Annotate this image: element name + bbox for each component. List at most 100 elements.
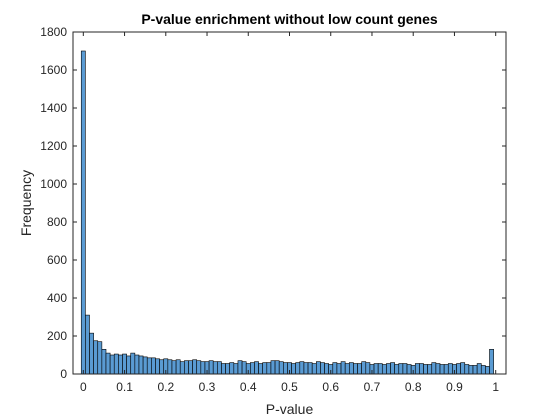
histogram-bar (217, 361, 222, 375)
histogram-bar (353, 363, 358, 375)
x-tick-label: 1 (492, 380, 499, 394)
histogram-bar (262, 362, 268, 375)
histogram-bar (419, 363, 424, 375)
histogram-bar (357, 363, 362, 375)
histogram-bar (320, 362, 325, 375)
histogram-bar (258, 363, 263, 375)
histogram-bar (340, 361, 346, 375)
histogram-bar (179, 361, 185, 375)
plot-area (73, 32, 506, 374)
x-tick-label: 0 (80, 380, 87, 394)
histogram-bar (295, 362, 301, 375)
histogram-bar (431, 362, 437, 375)
histogram-bar (464, 364, 470, 375)
histogram-bar (283, 362, 288, 375)
x-tick-label: 0.2 (157, 380, 174, 394)
x-tick-label: 0.9 (446, 380, 463, 394)
histogram-bar (192, 359, 198, 375)
histogram-bar (254, 361, 259, 375)
y-tick-label: 1000 (40, 177, 67, 191)
histogram-bar (361, 361, 367, 375)
histogram-bar (307, 362, 313, 375)
y-tick-label: 0 (60, 367, 67, 381)
ticks: 0 0.1 0.2 0.3 0.4 0.5 0.6 0.7 0.8 0.9 1 0 200 400 600 8… (40, 25, 506, 394)
histogram-bar (456, 363, 461, 375)
histogram-bar (447, 363, 453, 375)
histogram-bar (278, 361, 284, 375)
histogram-bar (381, 364, 387, 375)
histogram-bar (130, 352, 136, 375)
y-tick-label: 600 (47, 253, 67, 267)
histogram-bar (485, 366, 490, 375)
y-axis-label: Frequency (18, 170, 34, 236)
histogram-bar (134, 354, 140, 375)
histogram-bar (241, 361, 247, 375)
histogram-bar (476, 363, 482, 375)
histogram-bar (377, 363, 383, 375)
histogram-bar (175, 359, 181, 375)
histogram-bar (250, 362, 255, 375)
histogram-bar (402, 363, 408, 375)
histogram-bar (89, 332, 94, 375)
histogram-bar (171, 360, 177, 375)
histogram-bar (468, 365, 474, 375)
histogram-bar (97, 341, 103, 375)
chart-title: P-value enrichment without low count gen… (141, 11, 438, 27)
y-tick-label: 400 (47, 291, 67, 305)
histogram-bar (311, 363, 317, 375)
histogram-bar (373, 363, 379, 375)
y-tick-label: 200 (47, 329, 67, 343)
x-tick-label: 0.1 (116, 380, 133, 394)
y-tick-label: 1400 (40, 101, 67, 115)
histogram-bar (118, 354, 123, 375)
y-tick-label: 800 (47, 215, 67, 229)
y-tick-label: 1600 (40, 63, 67, 77)
histogram-bar (80, 50, 86, 375)
histogram-bar (188, 360, 193, 375)
x-tick-label: 0.7 (364, 380, 381, 394)
histogram-bar (225, 363, 231, 375)
x-tick-label: 0.3 (199, 380, 216, 394)
histogram-bar (146, 357, 152, 375)
y-tick-label: 1200 (40, 139, 67, 153)
x-tick-label: 0.5 (281, 380, 298, 394)
histogram-bar (348, 362, 354, 375)
histogram-bar (151, 357, 156, 375)
histogram-bar (196, 360, 202, 375)
histogram-bar (390, 362, 395, 375)
histogram-bar (332, 362, 338, 375)
histogram-bar (221, 363, 226, 375)
histogram-bar (101, 348, 107, 375)
histogram-bar (266, 362, 272, 375)
histogram-bar (233, 363, 239, 375)
histogram-bar (270, 360, 276, 375)
histogram-bar (237, 360, 243, 375)
histogram-bar (200, 361, 206, 375)
histogram-bar (423, 364, 428, 375)
histogram-bar (386, 363, 391, 375)
histogram-bar (85, 314, 90, 375)
histogram-bar (105, 352, 111, 375)
histogram-bar (336, 363, 342, 375)
histogram-bar (212, 361, 218, 375)
histogram-bar (184, 360, 189, 375)
histogram-bar (274, 360, 280, 375)
histogram-bar (167, 359, 173, 375)
histogram-bar (316, 361, 321, 375)
histogram-bar (113, 353, 119, 375)
histogram-bar (406, 364, 412, 375)
histogram-bar (93, 340, 99, 375)
histogram-bar (414, 363, 420, 375)
histogram-bar (427, 364, 433, 375)
x-tick-label: 0.6 (322, 380, 339, 394)
histogram-bar (142, 356, 148, 375)
histogram-bar (480, 365, 486, 375)
histogram-bar (138, 355, 144, 375)
histogram-bar (460, 362, 466, 375)
histogram-bar (472, 365, 478, 375)
x-tick-label: 0.8 (405, 380, 422, 394)
x-axis-label: P-value (266, 401, 314, 417)
histogram-bar (159, 359, 165, 375)
